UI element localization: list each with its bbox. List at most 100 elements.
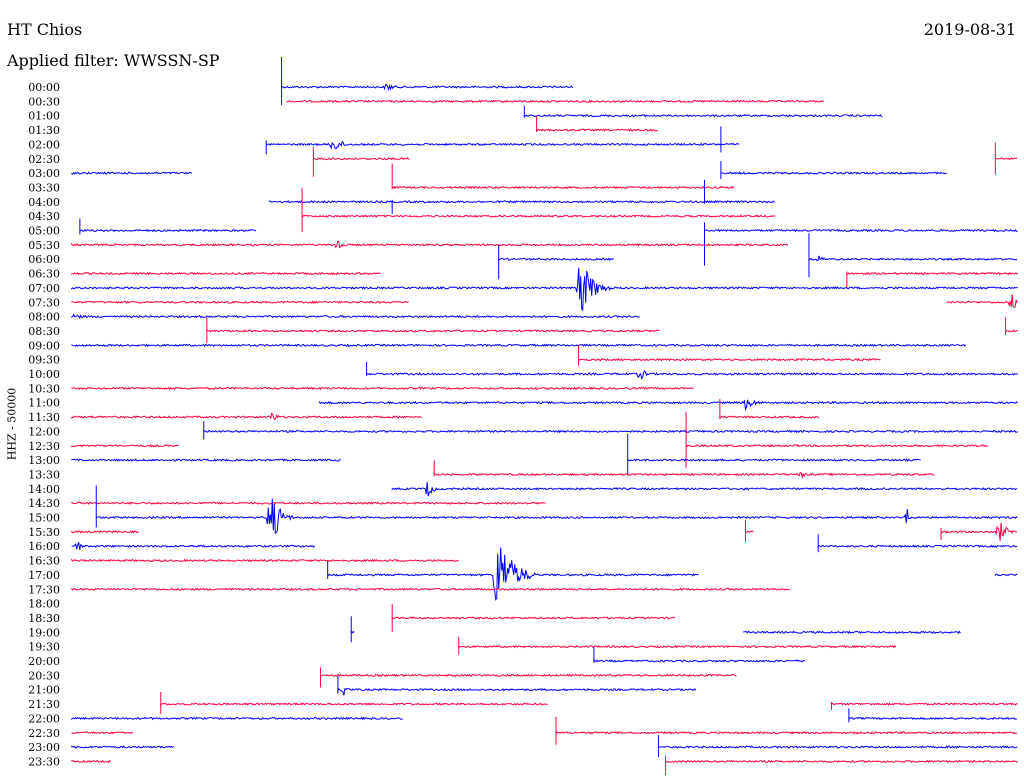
trace-row [350,616,961,643]
trace-segment [71,300,409,305]
time-label: 03:30 [28,181,60,194]
trace-row [71,558,459,563]
trace-segment [808,255,1018,262]
time-label: 00:00 [28,81,60,94]
time-label: 14:00 [28,483,60,496]
trace-row [79,218,1018,266]
trace-row [268,179,775,214]
trace-segment [994,573,1018,577]
time-label: 04:00 [28,196,60,209]
trace-segment [846,271,1018,276]
trace-segment [71,716,403,721]
trace-segment [312,157,410,161]
time-label: 03:00 [28,167,60,180]
date-label: 2019-08-31 [923,20,1016,39]
time-label: 17:00 [28,569,60,582]
trace-segment [71,271,381,276]
time-label: 06:30 [28,268,60,281]
trace-row [71,519,1018,542]
time-label: 07:30 [28,296,60,309]
trace-row [523,105,883,118]
trace-segment [71,759,111,764]
trace-row [391,603,676,632]
trace-segment [71,343,967,348]
time-label: 22:30 [28,727,60,740]
time-label: 12:00 [28,425,60,438]
trace-row [71,267,1018,311]
trace-row [71,343,967,348]
trace-row [71,587,791,591]
time-label: 17:30 [28,583,60,596]
trace-row [71,735,1018,758]
time-label: 07:00 [28,282,60,295]
trace-segment [665,759,1018,764]
filter-label: Applied filter: WWSSN-SP [7,51,220,70]
trace-segment [523,113,883,118]
trace-segment [71,313,640,320]
time-label: 01:30 [28,124,60,137]
trace-row [71,755,1018,776]
trace-segment [71,412,422,421]
trace-segment [206,329,660,333]
trace-row [71,501,546,505]
trace-segment [71,171,193,175]
trace-segment [301,214,776,218]
time-label: 08:30 [28,325,60,338]
trace-segment [742,630,961,635]
trace-segment [657,745,1018,749]
time-label: 08:00 [28,311,60,324]
trace-segment [71,587,791,591]
time-label: 14:30 [28,497,60,510]
trace-row [319,399,1018,412]
trace-segment [555,730,1018,735]
trace-segment [327,547,699,601]
trace-row [95,485,1018,535]
trace-segment [71,542,316,550]
trace-row [71,708,1017,723]
trace-segment [719,415,820,419]
trace-row [593,647,806,663]
trace-segment [831,702,1018,706]
time-label: 11:30 [28,411,60,424]
trace-segment [286,99,824,104]
trace-segment [704,228,1018,233]
time-label: 02:00 [28,138,60,151]
trace-row [578,345,881,366]
trace-segment [71,386,694,391]
trace-segment [281,83,574,92]
time-label: 10:00 [28,368,60,381]
trace-row [71,434,921,475]
trace-segment [71,530,140,534]
trace-row [320,667,737,688]
trace-segment [160,702,548,706]
trace-segment [593,659,806,663]
time-label: 20:00 [28,655,60,668]
trace-segment [79,228,257,233]
trace-segment [71,267,1018,311]
trace-segment [685,444,989,448]
time-label: 04:30 [28,210,60,223]
trace-segment [366,369,1018,380]
trace-row [312,142,1018,177]
trace-row [498,233,1018,280]
trace-segment [391,185,735,190]
trace-row [206,316,1018,343]
time-label: 02:30 [28,153,60,166]
station-title: HT Chios [7,20,83,39]
time-label: 21:30 [28,698,60,711]
trace-segment [940,522,1018,542]
trace-row [458,636,897,655]
time-label: 20:30 [28,669,60,682]
trace-segment [391,615,676,620]
time-label: 18:00 [28,598,60,611]
trace-segment [268,200,775,204]
trace-row [160,692,1018,715]
trace-segment [817,544,1018,549]
trace-row [265,126,740,155]
trace-row [71,271,1018,288]
time-label: 09:30 [28,354,60,367]
trace-row [433,460,935,480]
trace-segment [337,687,697,696]
trace-row [391,482,1018,497]
